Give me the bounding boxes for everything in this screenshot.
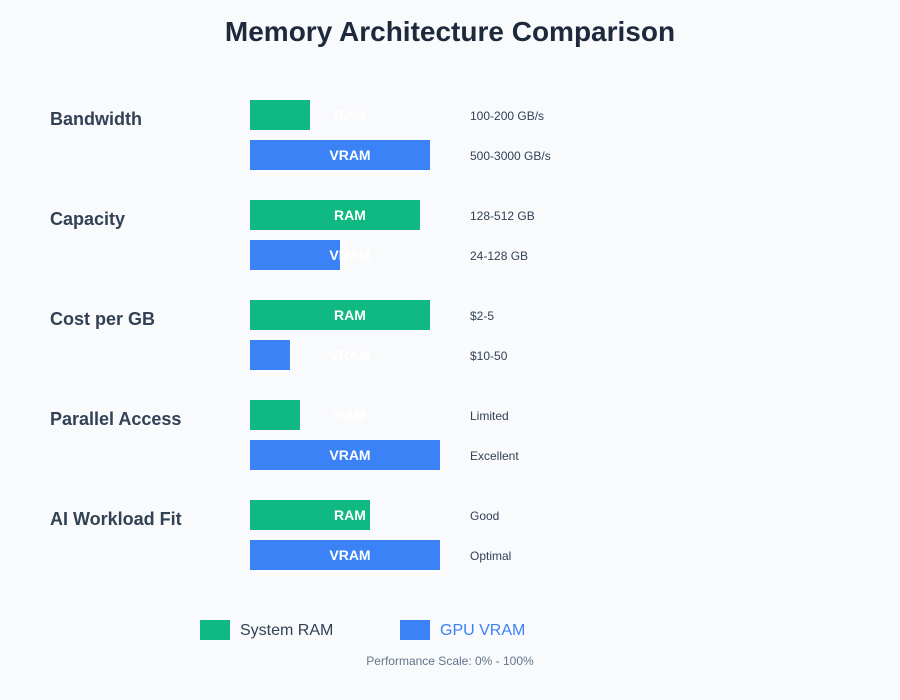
bar (250, 540, 440, 570)
bar (250, 140, 430, 170)
legend: System RAM GPU VRAM (200, 620, 525, 640)
bar-groups: Bandwidth RAM 100-200 GB/s VRAM 500-3000 GB/… (50, 100, 551, 570)
data-annotation: 500-3000 GB/s (470, 149, 551, 163)
data-annotation: 24-128 GB (470, 249, 528, 263)
category-group: AI Workload Fit RAM Good VRAM Optimal (50, 500, 511, 570)
category-group: Capacity RAM 128-512 GB VRAM 24-128 GB (50, 200, 535, 270)
scale-note: Performance Scale: 0% - 100% (366, 654, 534, 668)
data-annotation: 128-512 GB (470, 209, 535, 223)
bar (250, 100, 310, 130)
data-annotation: Optimal (470, 549, 511, 563)
legend-swatch (200, 620, 230, 640)
bar-label: RAM (334, 207, 366, 223)
bar-label: VRAM (329, 147, 370, 163)
chart-title: Memory Architecture Comparison (225, 16, 675, 47)
bar (250, 440, 440, 470)
bar-label: RAM (334, 407, 366, 423)
bar (250, 240, 340, 270)
category-label: Parallel Access (50, 409, 181, 429)
bar (250, 500, 370, 530)
legend-label: GPU VRAM (440, 622, 525, 639)
bar-label: VRAM (329, 347, 370, 363)
bar-label: VRAM (329, 247, 370, 263)
bar-label: RAM (334, 307, 366, 323)
data-annotation: $10-50 (470, 349, 508, 363)
data-annotation: Good (470, 509, 499, 523)
category-group: Cost per GB RAM $2-5 VRAM $10-50 (50, 300, 508, 370)
bar-label: RAM (334, 507, 366, 523)
bar (250, 400, 300, 430)
legend-swatch (400, 620, 430, 640)
legend-label: System RAM (240, 622, 333, 639)
data-annotation: Excellent (470, 449, 519, 463)
category-label: Cost per GB (50, 309, 155, 329)
category-group: Parallel Access RAM Limited VRAM Excellent (50, 400, 519, 470)
data-annotation: 100-200 GB/s (470, 109, 544, 123)
bar (250, 340, 290, 370)
data-annotation: $2-5 (470, 309, 494, 323)
category-label: Bandwidth (50, 109, 142, 129)
data-annotation: Limited (470, 409, 509, 423)
bar-label: RAM (334, 107, 366, 123)
bar-label: VRAM (329, 547, 370, 563)
category-label: AI Workload Fit (50, 509, 182, 529)
bar (250, 300, 430, 330)
bar (250, 200, 420, 230)
category-group: Bandwidth RAM 100-200 GB/s VRAM 500-3000 GB/… (50, 100, 551, 170)
category-label: Capacity (50, 209, 125, 229)
bar-label: VRAM (329, 447, 370, 463)
